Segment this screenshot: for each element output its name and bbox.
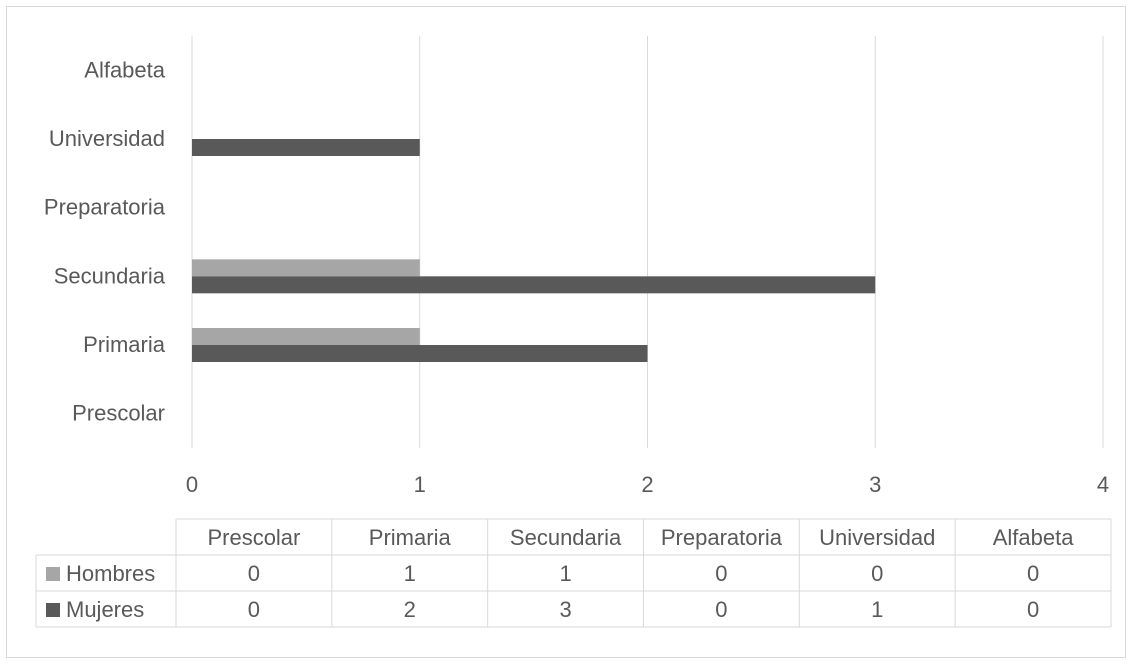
bar-mujeres-secundaria <box>192 276 876 294</box>
category-label: Primaria <box>83 332 166 357</box>
legend-key-mujeres <box>46 603 60 617</box>
table-value-cell: 0 <box>248 561 260 586</box>
table-series-label: Mujeres <box>66 597 144 622</box>
table-value-cell: 3 <box>559 597 571 622</box>
legend-key-hombres <box>46 567 60 581</box>
x-tick-label: 3 <box>869 472 881 497</box>
x-tick-label: 0 <box>186 472 198 497</box>
x-axis-tick-labels: 0 1 2 3 4 <box>186 472 1109 497</box>
bar-mujeres-universidad <box>192 139 420 156</box>
table-value-cell: 0 <box>715 561 727 586</box>
x-tick-label: 1 <box>414 472 426 497</box>
category-label: Prescolar <box>72 401 165 426</box>
table-value-cell: 0 <box>248 597 260 622</box>
bar-mujeres-primaria <box>192 345 648 362</box>
data-table: Prescolar Primaria Secundaria Preparatoria U… <box>35 518 1112 628</box>
category-label: Alfabeta <box>84 57 165 82</box>
table-header-cell: Universidad <box>819 525 935 550</box>
table-value-cell: 1 <box>559 561 571 586</box>
table-value-cell: 0 <box>1027 561 1039 586</box>
table-value-cell: 0 <box>715 597 727 622</box>
table-value-cell: 2 <box>404 597 416 622</box>
category-label: Preparatoria <box>44 195 166 220</box>
table-value-cell: 1 <box>404 561 416 586</box>
table-series-label: Hombres <box>66 561 155 586</box>
table-header-cell: Alfabeta <box>993 525 1074 550</box>
bars <box>192 139 876 362</box>
category-labels: Prescolar Primaria Secundaria Preparatoria U… <box>44 57 166 425</box>
table-header-cell: Preparatoria <box>661 525 783 550</box>
table-header-cell: Prescolar <box>207 525 300 550</box>
gridlines <box>191 36 1104 448</box>
bar-hombres-secundaria <box>192 259 420 277</box>
bar-hombres-primaria <box>192 328 420 345</box>
x-tick-label: 2 <box>641 472 653 497</box>
table-value-cell: 1 <box>871 597 883 622</box>
table-header-cell: Primaria <box>369 525 452 550</box>
category-label: Universidad <box>49 126 165 151</box>
table-value-cell: 0 <box>871 561 883 586</box>
x-tick-label: 4 <box>1097 472 1109 497</box>
table-value-cell: 0 <box>1027 597 1039 622</box>
category-label: Secundaria <box>54 263 166 288</box>
table-header-cell: Secundaria <box>510 525 622 550</box>
